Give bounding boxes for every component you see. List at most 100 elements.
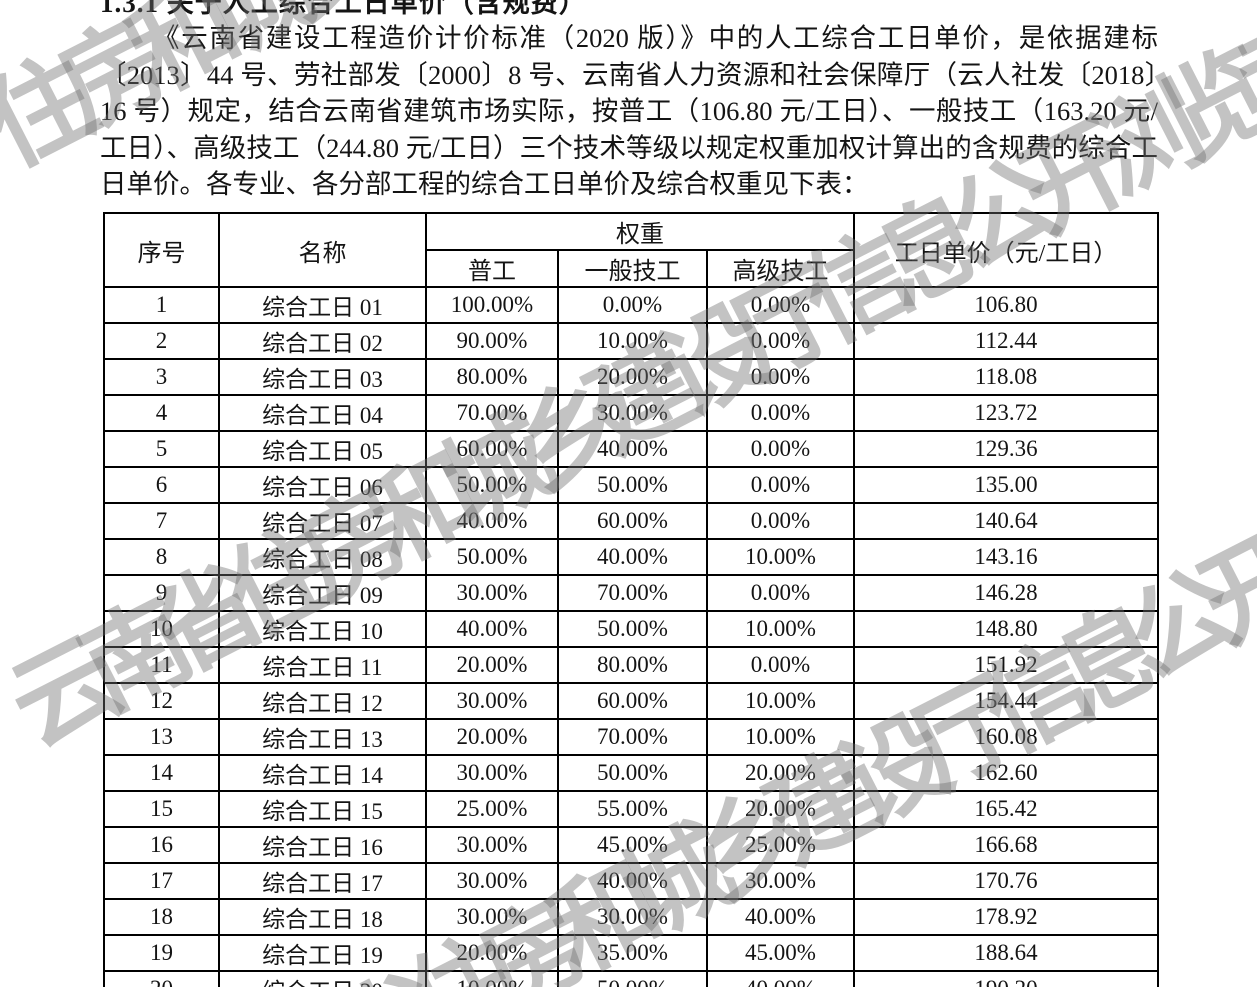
table-row: 8 综合工日 08 50.00% 40.00% 10.00% 143.16	[103, 538, 1160, 576]
cell-senior-skilled-weight: 0.00%	[705, 322, 856, 360]
header-index: 序号	[103, 212, 220, 288]
cell-index: 8	[103, 538, 220, 576]
cell-senior-skilled-weight: 0.00%	[705, 394, 856, 432]
cell-general-skilled-weight: 50.00%	[557, 754, 708, 792]
cell-senior-skilled-weight: 0.00%	[705, 574, 856, 612]
cell-index: 14	[103, 754, 220, 792]
cell-name: 综合工日 19	[218, 934, 427, 972]
cell-common-worker-weight: 30.00%	[425, 862, 559, 900]
table-row: 15 综合工日 15 25.00% 55.00% 20.00% 165.42	[103, 790, 1160, 828]
cell-name: 综合工日 06	[218, 466, 427, 504]
table-row: 3 综合工日 03 80.00% 20.00% 0.00% 118.08	[103, 358, 1160, 396]
cell-common-worker-weight: 20.00%	[425, 934, 559, 972]
cell-index: 10	[103, 610, 220, 648]
cell-senior-skilled-weight: 0.00%	[705, 358, 856, 396]
cell-index: 18	[103, 898, 220, 936]
table-row: 5 综合工日 05 60.00% 40.00% 0.00% 129.36	[103, 430, 1160, 468]
table-row: 12 综合工日 12 30.00% 60.00% 10.00% 154.44	[103, 682, 1160, 720]
cell-general-skilled-weight: 80.00%	[557, 646, 708, 684]
header-name: 名称	[218, 212, 427, 288]
cell-index: 12	[103, 682, 220, 720]
cell-unit-price: 135.00	[853, 466, 1160, 504]
cell-general-skilled-weight: 40.00%	[557, 862, 708, 900]
cell-general-skilled-weight: 45.00%	[557, 826, 708, 864]
cell-name: 综合工日 11	[218, 646, 427, 684]
table-row: 16 综合工日 16 30.00% 45.00% 25.00% 166.68	[103, 826, 1160, 864]
cell-common-worker-weight: 100.00%	[425, 286, 559, 324]
cell-senior-skilled-weight: 30.00%	[705, 862, 856, 900]
cell-unit-price: 165.42	[853, 790, 1160, 828]
cell-common-worker-weight: 20.00%	[425, 718, 559, 756]
cell-name: 综合工日 01	[218, 286, 427, 324]
cell-index: 1	[103, 286, 220, 324]
table-row: 6 综合工日 06 50.00% 50.00% 0.00% 135.00	[103, 466, 1160, 504]
cell-index: 4	[103, 394, 220, 432]
cell-senior-skilled-weight: 0.00%	[705, 502, 856, 540]
cell-index: 16	[103, 826, 220, 864]
cell-unit-price: 178.92	[853, 898, 1160, 936]
cell-name: 综合工日 09	[218, 574, 427, 612]
cell-index: 11	[103, 646, 220, 684]
cell-senior-skilled-weight: 0.00%	[705, 466, 856, 504]
cell-name: 综合工日 12	[218, 682, 427, 720]
cell-unit-price: 143.16	[853, 538, 1160, 576]
table-row: 17 综合工日 17 30.00% 40.00% 30.00% 170.76	[103, 862, 1160, 900]
cell-general-skilled-weight: 50.00%	[557, 466, 708, 504]
cell-name: 综合工日 08	[218, 538, 427, 576]
cell-common-worker-weight: 25.00%	[425, 790, 559, 828]
cell-name: 综合工日 18	[218, 898, 427, 936]
cell-senior-skilled-weight: 10.00%	[705, 538, 856, 576]
cell-name: 综合工日 20	[218, 970, 427, 987]
cell-common-worker-weight: 30.00%	[425, 898, 559, 936]
header-general-skilled-worker: 一般技工	[557, 249, 708, 288]
cell-name: 综合工日 17	[218, 862, 427, 900]
cell-unit-price: 154.44	[853, 682, 1160, 720]
cell-senior-skilled-weight: 0.00%	[705, 430, 856, 468]
cell-common-worker-weight: 30.00%	[425, 754, 559, 792]
cell-name: 综合工日 15	[218, 790, 427, 828]
table-row: 2 综合工日 02 90.00% 10.00% 0.00% 112.44	[103, 322, 1160, 360]
cell-general-skilled-weight: 70.00%	[557, 718, 708, 756]
table-row: 1 综合工日 01 100.00% 0.00% 0.00% 106.80	[103, 286, 1160, 324]
header-senior-skilled-worker: 高级技工	[705, 249, 856, 288]
cell-senior-skilled-weight: 10.00%	[705, 682, 856, 720]
cell-index: 17	[103, 862, 220, 900]
cell-unit-price: 140.64	[853, 502, 1160, 540]
cell-senior-skilled-weight: 20.00%	[705, 754, 856, 792]
cell-senior-skilled-weight: 20.00%	[705, 790, 856, 828]
cell-index: 13	[103, 718, 220, 756]
table-row: 19 综合工日 19 20.00% 35.00% 45.00% 188.64	[103, 934, 1160, 972]
cell-unit-price: 166.68	[853, 826, 1160, 864]
cell-name: 综合工日 14	[218, 754, 427, 792]
cell-name: 综合工日 04	[218, 394, 427, 432]
cell-general-skilled-weight: 60.00%	[557, 682, 708, 720]
header-weight-group: 权重	[424, 212, 856, 251]
cell-common-worker-weight: 90.00%	[425, 322, 559, 360]
cell-common-worker-weight: 40.00%	[425, 502, 559, 540]
cell-unit-price: 160.08	[853, 718, 1160, 756]
table-row: 13 综合工日 13 20.00% 70.00% 10.00% 160.08	[103, 718, 1160, 756]
cell-senior-skilled-weight: 0.00%	[705, 646, 856, 684]
cell-general-skilled-weight: 60.00%	[557, 502, 708, 540]
cell-senior-skilled-weight: 40.00%	[705, 970, 856, 987]
table-row: 9 综合工日 09 30.00% 70.00% 0.00% 146.28	[103, 574, 1160, 612]
table-row: 7 综合工日 07 40.00% 60.00% 0.00% 140.64	[103, 502, 1160, 540]
cell-name: 综合工日 03	[218, 358, 427, 396]
cell-common-worker-weight: 60.00%	[425, 430, 559, 468]
cell-unit-price: 106.80	[853, 286, 1160, 324]
cell-common-worker-weight: 50.00%	[425, 466, 559, 504]
cell-index: 15	[103, 790, 220, 828]
cell-general-skilled-weight: 0.00%	[557, 286, 708, 324]
intro-paragraph: 《云南省建设工程造价计价标准（2020 版）》中的人工综合工日单价，是依据建标〔…	[100, 23, 1158, 199]
cell-index: 6	[103, 466, 220, 504]
header-common-worker: 普工	[425, 249, 559, 288]
table-row: 20 综合工日 20 10.00% 50.00% 40.00% 190.20	[103, 970, 1160, 987]
cell-name: 综合工日 07	[218, 502, 427, 540]
cell-general-skilled-weight: 30.00%	[557, 898, 708, 936]
labor-table-body: 1 综合工日 01 100.00% 0.00% 0.00% 106.80 2 综…	[103, 286, 1160, 987]
cell-index: 2	[103, 322, 220, 360]
cell-senior-skilled-weight: 45.00%	[705, 934, 856, 972]
cell-unit-price: 123.72	[853, 394, 1160, 432]
cell-common-worker-weight: 50.00%	[425, 538, 559, 576]
